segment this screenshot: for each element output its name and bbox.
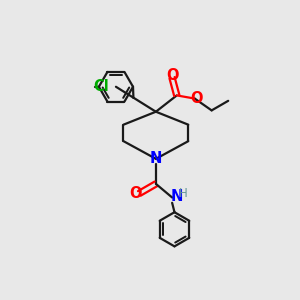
Text: Cl: Cl	[93, 79, 109, 94]
Text: N: N	[150, 151, 162, 166]
Text: O: O	[130, 186, 142, 201]
Text: N: N	[171, 189, 183, 204]
Text: O: O	[166, 68, 178, 83]
Text: O: O	[190, 91, 203, 106]
Text: H: H	[179, 188, 188, 200]
